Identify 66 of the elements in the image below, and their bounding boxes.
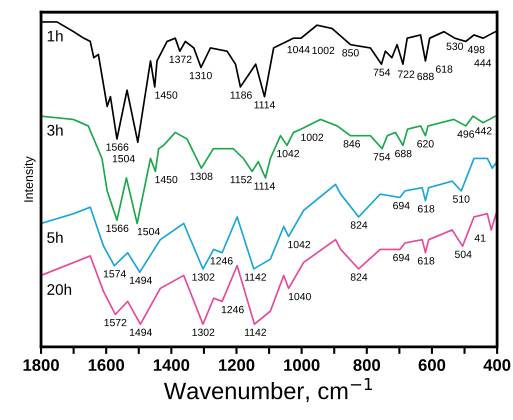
annotation: 1246 [222,306,244,314]
annotation: 444 [474,59,492,67]
annotation: 442 [474,127,492,134]
annotation: 1246 [210,257,233,264]
annotation: 1494 [130,328,152,336]
annotation: 498 [468,46,485,54]
series-label: 5h [47,232,63,243]
annotation: 504 [454,250,472,258]
x-tick-label: 1000 [284,359,320,371]
annotation: 1504 [138,228,160,236]
annotation: 824 [350,221,368,229]
x-tick-label: 1200 [219,359,254,371]
annotation: 1142 [244,328,266,336]
annotation: 694 [393,254,410,262]
annotation: 1152 [230,176,252,184]
series-label: 20h [47,284,72,295]
annotation: 754 [374,153,390,160]
annotation: 1044 [288,46,310,54]
annotation: 1574 [104,270,126,278]
annotation: 722 [398,70,414,78]
annotation: 688 [395,150,412,158]
annotation: 1566 [106,143,128,151]
annotation: 1186 [230,91,252,99]
annotation: 530 [446,42,464,50]
annotation: 618 [418,205,434,212]
annotation: 618 [436,65,452,73]
y-axis-title: Intensity [24,156,36,202]
annotation: 1142 [244,273,266,281]
annotation: 1002 [301,134,324,141]
annotation: 1302 [192,328,214,336]
x-tick-label: 1800 [24,359,59,371]
annotation: 1372 [170,56,192,63]
x-tick-label: 800 [353,359,380,371]
annotation: 1114 [254,101,276,108]
annotation: 1572 [104,318,126,326]
x-tick-label: 1600 [88,359,124,371]
annotation: 1310 [190,72,212,80]
x-tick-label: 1400 [154,359,190,371]
x-tick-label: 600 [418,359,446,371]
annotation: 1566 [106,224,128,232]
annotation: 1042 [288,240,310,248]
x-tick-label: 400 [483,359,510,371]
annotation: 1114 [254,182,276,190]
annotation: 694 [393,202,410,210]
annotation: 1308 [190,172,212,180]
annotation: 1494 [130,276,152,284]
annotation: 850 [342,49,359,56]
annotation: 618 [418,257,434,264]
annotation: 754 [374,68,390,76]
x-axis-title: Wavenumber, cm$^{−1}$ [164,378,372,402]
annotation: 688 [417,72,434,80]
annotation: 510 [452,195,470,203]
annotation: 496 [457,130,474,138]
annotation: 1040 [288,292,311,300]
annotation: 846 [344,140,360,148]
annotation: 1504 [112,154,135,162]
annotation: 824 [350,273,368,281]
annotation: 41 [474,234,486,242]
annotation: 1450 [155,91,178,99]
series-label: 3h [47,124,63,136]
annotation: 1042 [277,150,300,158]
annotation: 620 [417,140,434,148]
annotation: 1002 [312,46,334,54]
annotation: 1450 [155,176,178,184]
series-label: 1h [48,30,63,42]
annotation: 1302 [192,273,214,281]
